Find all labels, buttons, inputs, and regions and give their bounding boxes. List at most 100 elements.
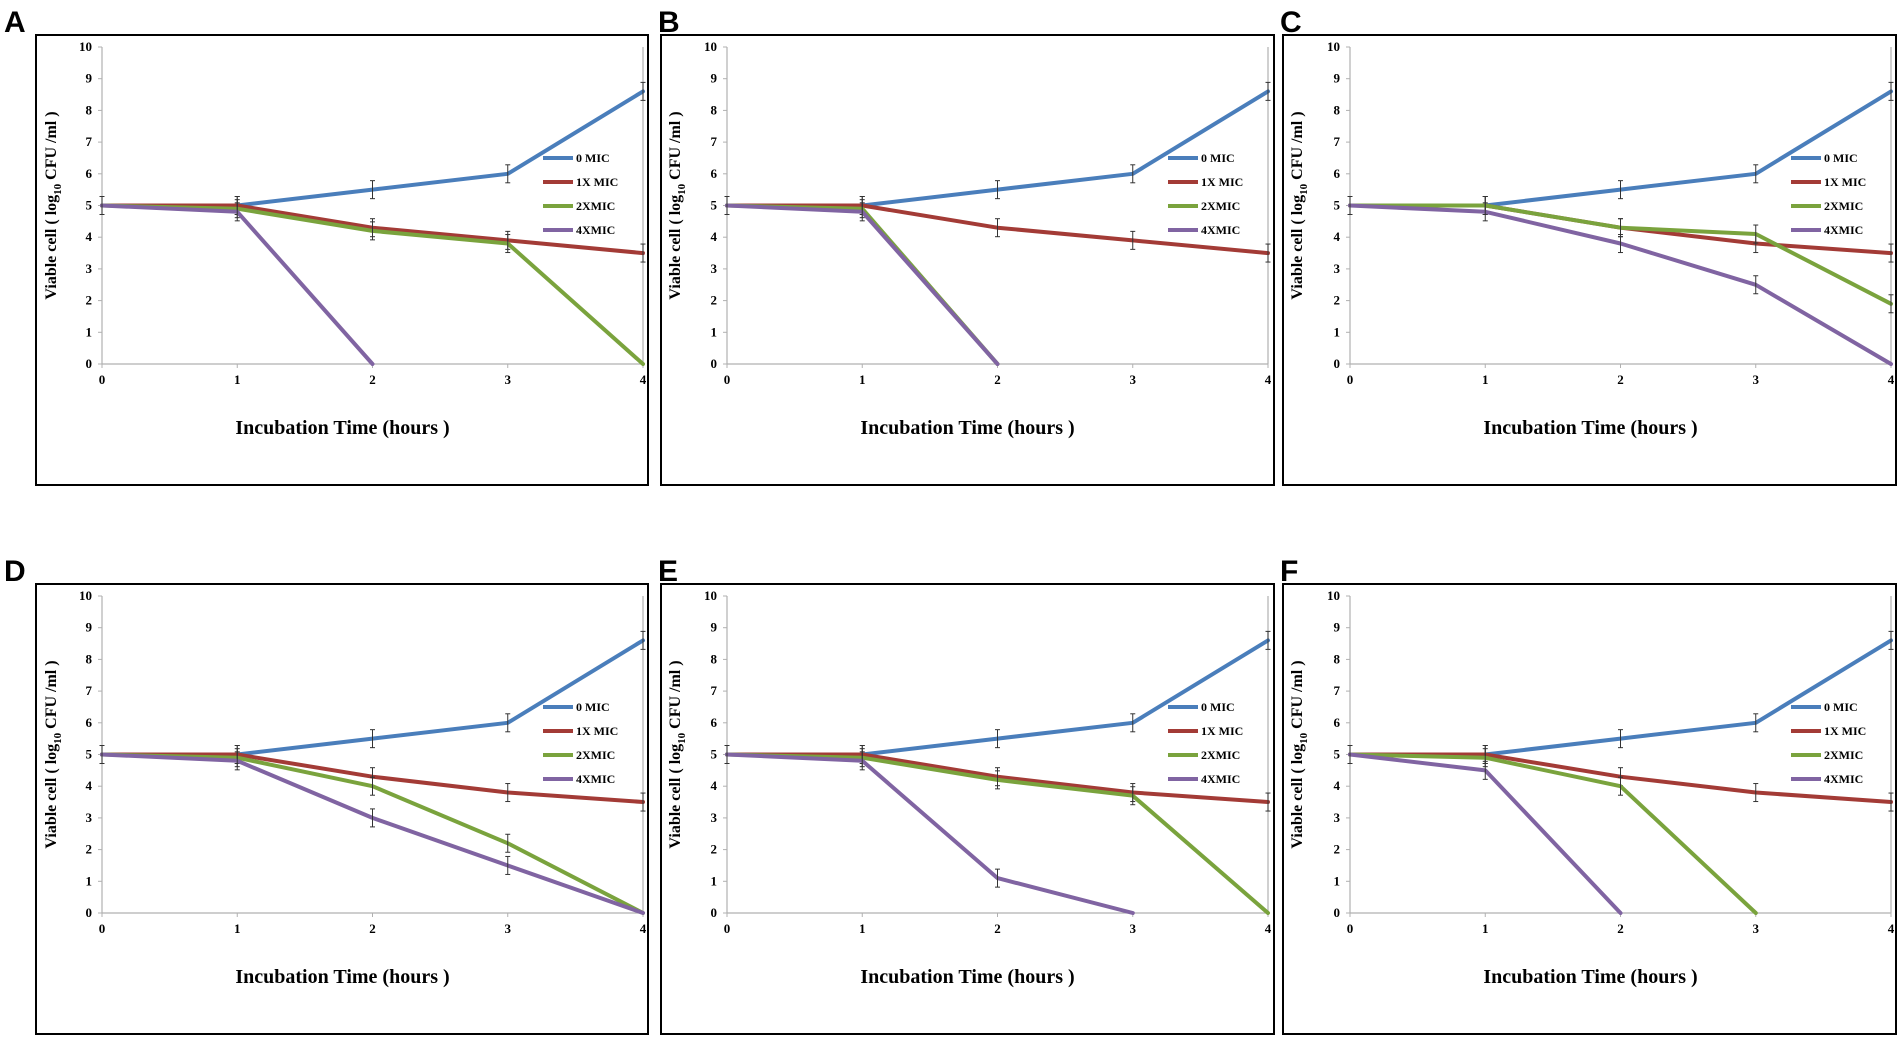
- legend-label: 1X MIC: [1824, 724, 1866, 738]
- panel-c: C 0 1 2 3 4 5 6 7 8 9 10 0 1 2 3 4 Incubation Time (hours…: [1280, 6, 1897, 486]
- y-tick-label: 5: [711, 198, 718, 213]
- x-tick-label: 1: [1482, 372, 1489, 387]
- legend-label: 4XMIC: [1824, 223, 1863, 237]
- y-tick-label: 4: [1334, 229, 1341, 244]
- y-tick-label: 1: [1334, 324, 1341, 339]
- x-tick-label: 3: [1753, 921, 1760, 936]
- panel-frame: [660, 583, 1275, 1035]
- y-tick-label: 3: [711, 261, 718, 276]
- y-tick-label: 8: [711, 651, 718, 666]
- x-tick-label: 4: [1888, 921, 1895, 936]
- x-tick-label: 4: [1888, 372, 1895, 387]
- y-tick-label: 5: [1334, 198, 1341, 213]
- y-tick-label: 2: [1334, 293, 1341, 308]
- panel-letter: E: [658, 555, 678, 588]
- y-tick-label: 7: [86, 134, 93, 149]
- x-axis-title: Incubation Time (hours ): [1483, 966, 1697, 988]
- y-tick-label: 4: [86, 229, 93, 244]
- y-tick-label: 10: [704, 39, 717, 54]
- legend-label: 0 MIC: [576, 700, 610, 714]
- y-tick-label: 9: [86, 620, 93, 635]
- x-tick-label: 0: [99, 921, 106, 936]
- legend-label: 1X MIC: [576, 175, 618, 189]
- y-tick-label: 0: [86, 356, 93, 371]
- panel-frame: [35, 34, 649, 486]
- legend-label: 4XMIC: [1824, 772, 1863, 786]
- y-tick-label: 7: [711, 683, 718, 698]
- legend-label: 1X MIC: [1824, 175, 1866, 189]
- panel-b: B 0 1 2 3 4 5 6 7 8 9 10 0 1 2 3 4 Incubation Time (hours…: [658, 6, 1275, 486]
- panel-frame: [35, 583, 649, 1035]
- y-axis-title-part: Viable cell ( log: [667, 744, 684, 849]
- x-tick-label: 0: [724, 372, 731, 387]
- y-tick-label: 8: [711, 102, 718, 117]
- x-tick-label: 3: [1130, 921, 1137, 936]
- y-axis-title-subscript: 10: [1298, 732, 1310, 744]
- y-tick-label: 9: [711, 71, 718, 86]
- y-tick-label: 9: [1334, 620, 1341, 635]
- y-tick-label: 2: [86, 842, 93, 857]
- x-tick-label: 1: [234, 372, 241, 387]
- y-tick-label: 4: [711, 229, 718, 244]
- x-tick-label: 2: [994, 372, 1001, 387]
- y-axis-title-subscript: 10: [676, 732, 688, 744]
- x-tick-label: 0: [1347, 921, 1354, 936]
- y-tick-label: 2: [86, 293, 93, 308]
- y-axis-title-part: Viable cell ( log: [1289, 195, 1306, 300]
- x-tick-label: 2: [1617, 921, 1624, 936]
- x-tick-label: 1: [859, 372, 866, 387]
- x-tick-label: 4: [640, 372, 647, 387]
- x-tick-label: 3: [505, 372, 512, 387]
- y-tick-label: 0: [1334, 905, 1341, 920]
- y-axis-title: Viable cell ( log10 CFU /ml ): [43, 660, 64, 848]
- y-tick-label: 0: [1334, 356, 1341, 371]
- y-tick-label: 9: [86, 71, 93, 86]
- y-tick-label: 9: [711, 620, 718, 635]
- legend-label: 2XMIC: [1824, 748, 1863, 762]
- y-tick-label: 8: [86, 102, 93, 117]
- legend-label: 1X MIC: [1201, 175, 1243, 189]
- series-line-3: [100, 203, 375, 366]
- y-axis-title-part: Viable cell ( log: [1289, 744, 1306, 849]
- y-tick-label: 6: [711, 166, 718, 181]
- y-tick-label: 8: [1334, 102, 1341, 117]
- y-axis-title-part: CFU /ml ): [667, 111, 684, 183]
- legend-label: 4XMIC: [576, 223, 615, 237]
- y-tick-label: 1: [86, 324, 93, 339]
- x-tick-label: 1: [859, 921, 866, 936]
- series-line-2: [725, 203, 1000, 366]
- x-tick-label: 2: [369, 372, 376, 387]
- panel-letter: D: [4, 555, 26, 588]
- x-tick-label: 2: [1617, 372, 1624, 387]
- legend-label: 2XMIC: [576, 199, 615, 213]
- panel-f: F 0 1 2 3 4 5 6 7 8 9 10 0 1 2 3 4 Incubation Time (hours…: [1280, 555, 1897, 1035]
- y-tick-label: 2: [711, 293, 718, 308]
- y-axis-title-subscript: 10: [676, 183, 688, 195]
- y-axis-title: Viable cell ( log10 CFU /ml ): [667, 660, 688, 848]
- y-tick-label: 6: [1334, 166, 1341, 181]
- y-axis-title: Viable cell ( log10 CFU /ml ): [43, 111, 64, 299]
- y-tick-label: 3: [1334, 810, 1341, 825]
- y-axis-title: Viable cell ( log10 CFU /ml ): [667, 111, 688, 299]
- y-tick-label: 3: [1334, 261, 1341, 276]
- y-tick-label: 6: [1334, 715, 1341, 730]
- y-axis-title: Viable cell ( log10 CFU /ml ): [1289, 660, 1310, 848]
- y-axis-title-part: CFU /ml ): [1289, 111, 1306, 183]
- y-tick-label: 6: [86, 715, 93, 730]
- y-tick-label: 4: [1334, 778, 1341, 793]
- y-tick-label: 5: [86, 198, 93, 213]
- y-tick-label: 1: [1334, 873, 1341, 888]
- y-tick-label: 10: [1327, 588, 1340, 603]
- y-tick-label: 0: [711, 905, 718, 920]
- panel-d: D 0 1 2 3 4 5 6 7 8 9 10 0 1 2 3 4 Incubation Time (hours…: [4, 555, 649, 1035]
- x-axis-title: Incubation Time (hours ): [235, 966, 449, 988]
- y-tick-label: 6: [86, 166, 93, 181]
- legend-label: 4XMIC: [1201, 772, 1240, 786]
- x-tick-label: 2: [369, 921, 376, 936]
- x-axis-title: Incubation Time (hours ): [1483, 417, 1697, 439]
- x-axis-title: Incubation Time (hours ): [860, 417, 1074, 439]
- y-tick-label: 10: [704, 588, 717, 603]
- y-tick-label: 0: [711, 356, 718, 371]
- legend-label: 0 MIC: [576, 151, 610, 165]
